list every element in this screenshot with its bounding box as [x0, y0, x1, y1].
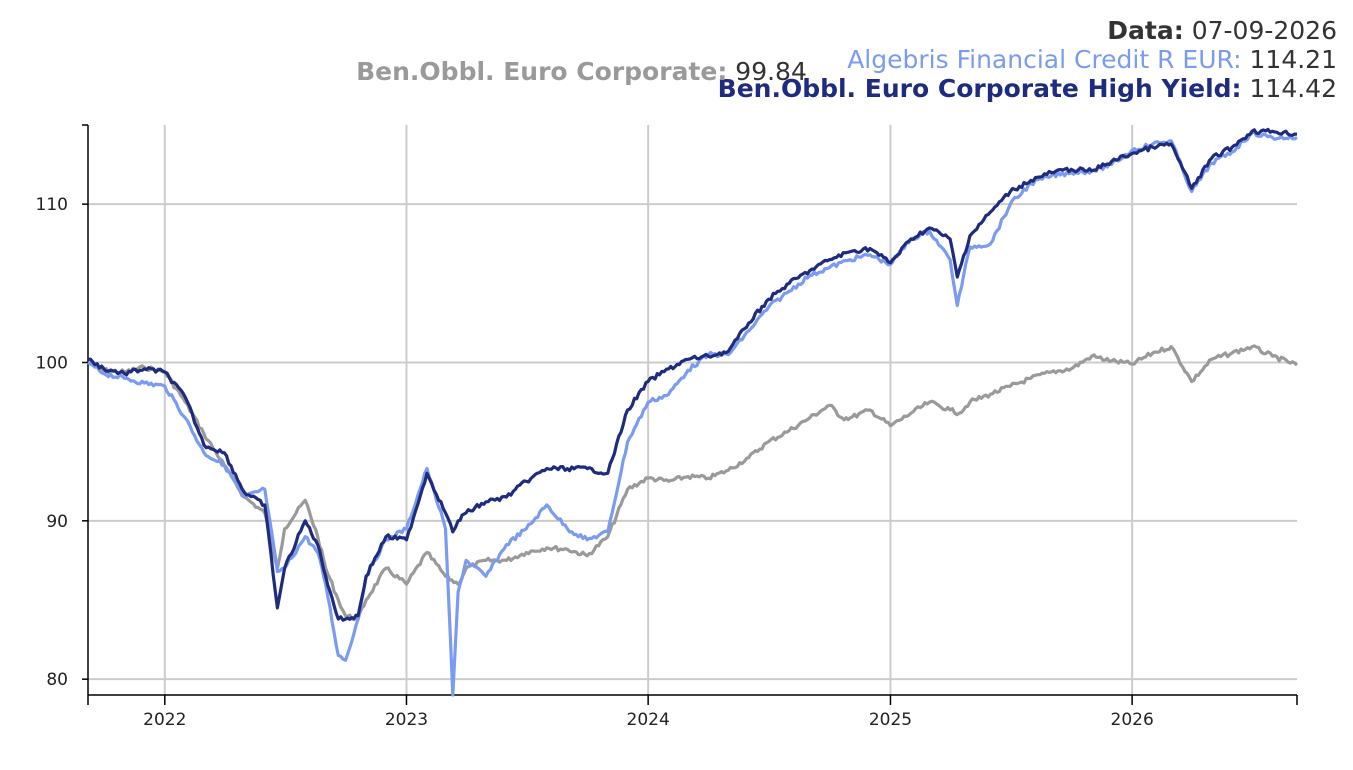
series-line-ben-obbl-euro-corporate-high-yield [87, 127, 1298, 622]
x-tick-label-2023: 2023 [385, 710, 428, 730]
legend-label-high-yield: Ben.Obbl. Euro Corporate High Yield: [717, 74, 1242, 103]
y-tick-label-100: 100 [36, 354, 68, 374]
legend-label-euro-corporate: Ben.Obbl. Euro Corporate: [356, 57, 728, 86]
legend-line-1: Data: 07-09-2026 Algebris Financial Cred… [0, 16, 1353, 103]
axes [82, 124, 1298, 705]
series-line-algebris-financial-credit-r-eur [87, 129, 1298, 697]
legend-item-high-yield[interactable]: Ben.Obbl. Euro Corporate High Yield: 114… [718, 74, 1337, 103]
series-line-ben-obbl-euro-corporate [87, 344, 1299, 622]
legend-value-high-yield: 114.42 [1249, 74, 1337, 103]
grid [88, 125, 1297, 695]
legend-item-euro-corporate[interactable]: Ben.Obbl. Euro Corporate: 99.84 [356, 57, 807, 86]
legend-line-2: Ben.Obbl. Euro Corporate: 99.84 [0, 57, 1353, 86]
date-value: 07-09-2026 [1191, 16, 1337, 45]
series-lines [87, 127, 1299, 697]
y-tick-label-90: 90 [46, 512, 68, 532]
y-tick-label-110: 110 [36, 195, 68, 215]
y-tick-label-80: 80 [46, 670, 68, 690]
x-tick-label-2025: 2025 [869, 710, 912, 730]
x-tick-label-2026: 2026 [1111, 710, 1154, 730]
date-label: Data: [1107, 16, 1184, 45]
legend-value-algebris: 114.21 [1249, 45, 1337, 74]
x-tick-label-2022: 2022 [143, 710, 186, 730]
legend-label-algebris: Algebris Financial Credit R EUR: [847, 45, 1242, 74]
tick-labels: 80 90 100 110 2022 2023 2024 2025 2026 [36, 195, 1154, 730]
x-tick-label-2024: 2024 [627, 710, 670, 730]
date-readout: Data: 07-09-2026 [1107, 16, 1337, 45]
legend-value-euro-corporate: 99.84 [735, 57, 807, 86]
legend-item-algebris[interactable]: Algebris Financial Credit R EUR: 114.21 [847, 45, 1337, 74]
